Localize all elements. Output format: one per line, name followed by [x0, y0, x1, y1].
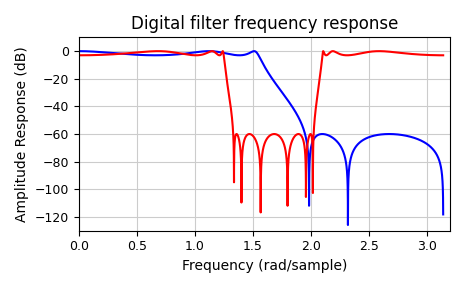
X-axis label: Frequency (rad/sample): Frequency (rad/sample)	[182, 259, 347, 273]
Y-axis label: Amplitude Response (dB): Amplitude Response (dB)	[15, 46, 29, 222]
Title: Digital filter frequency response: Digital filter frequency response	[131, 15, 398, 33]
